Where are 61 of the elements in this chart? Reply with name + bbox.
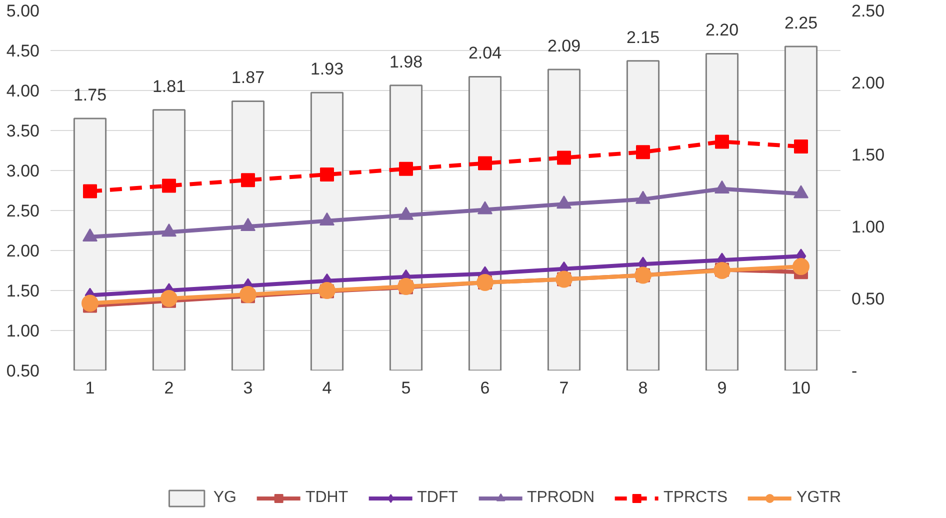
data-label: 1.81 — [152, 76, 186, 96]
y-tick-label: 2.00 — [6, 242, 40, 260]
y2-tick-label: 1.00 — [852, 218, 885, 236]
x-tick-label: 2 — [164, 378, 174, 398]
x-tick-label: 7 — [559, 378, 569, 398]
point — [478, 156, 492, 170]
data-label: 2.15 — [626, 28, 660, 47]
point — [792, 258, 810, 275]
legend-label: YG — [213, 489, 236, 507]
data-label: 1.98 — [389, 52, 423, 72]
y2-tick-label: - — [852, 362, 858, 380]
bar — [705, 52, 739, 370]
data-label: 1.75 — [73, 86, 107, 104]
y-tick-label: 1.00 — [6, 322, 40, 340]
point — [794, 140, 808, 154]
y-tick-label: 5.00 — [6, 2, 40, 20]
x-tick-label: 1 — [85, 378, 95, 398]
legend-label: TDHT — [305, 489, 348, 507]
y2-tick-label: 2.50 — [852, 2, 885, 20]
point — [320, 168, 334, 182]
bar — [626, 60, 660, 370]
legend-label: TPRCTS — [664, 489, 728, 507]
x-tick-label: 9 — [717, 378, 727, 398]
point — [82, 294, 98, 312]
y2-tick-label: 0.50 — [852, 290, 885, 308]
y-tick-label: 3.50 — [6, 122, 40, 140]
y-tick-label: 4.50 — [6, 42, 40, 60]
y-tick-label: 4.00 — [6, 82, 40, 100]
point — [715, 134, 729, 149]
legend-label: YGTR — [796, 489, 841, 507]
point — [241, 173, 255, 188]
data-label: 1.87 — [231, 68, 265, 88]
legend-label: TDFT — [417, 489, 458, 507]
data-label: 2.04 — [468, 44, 502, 63]
data-label: 2.09 — [547, 36, 581, 56]
x-tick-label: 3 — [243, 378, 253, 398]
y2-tick-label: 1.50 — [852, 146, 885, 164]
y-tick-label: 0.50 — [6, 362, 40, 380]
y-tick-label: 1.50 — [6, 282, 40, 300]
point — [636, 145, 650, 160]
data-label: 2.25 — [784, 14, 818, 32]
y2-tick-label: 2.00 — [852, 74, 885, 92]
point — [162, 178, 176, 193]
point — [399, 162, 413, 176]
x-tick-label: 10 — [792, 378, 810, 398]
x-tick-label: 4 — [322, 378, 332, 398]
x-tick-label: 8 — [638, 378, 648, 398]
point — [557, 150, 571, 165]
bar — [389, 84, 423, 370]
y-tick-label: 3.00 — [6, 162, 40, 180]
x-tick-label: 6 — [480, 378, 490, 398]
data-label: 2.20 — [705, 20, 739, 40]
legend-label: TPRODN — [526, 489, 595, 507]
bar — [784, 46, 818, 370]
bar — [547, 68, 581, 370]
bar — [468, 76, 502, 370]
data-label: 1.93 — [310, 60, 344, 79]
point — [83, 184, 97, 198]
point — [240, 286, 256, 303]
y-tick-label: 2.50 — [6, 202, 40, 220]
x-tick-label: 5 — [401, 378, 411, 398]
